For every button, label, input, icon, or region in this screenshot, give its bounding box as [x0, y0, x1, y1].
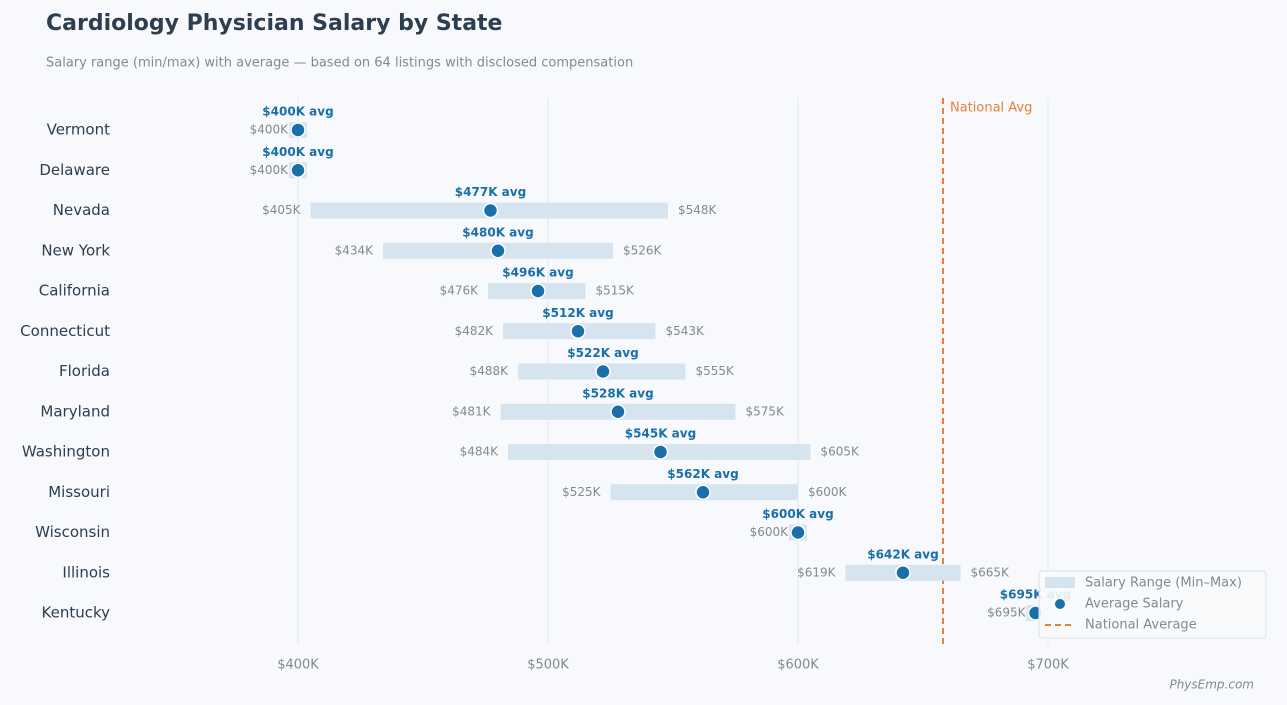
max-label: $555K — [696, 364, 736, 378]
source: PhysEmp.com — [1169, 678, 1254, 692]
x-tick-label: $500K — [527, 658, 569, 673]
y-tick-label: California — [39, 282, 110, 300]
min-label: $482K — [455, 324, 495, 338]
y-tick-label: Washington — [22, 443, 110, 461]
average-dot — [290, 122, 306, 138]
legend-box — [1038, 570, 1267, 639]
y-tick-label: Nevada — [53, 201, 110, 219]
legend-label: Average Salary — [1085, 597, 1184, 612]
max-label: $548K — [678, 203, 718, 217]
average-label: $600K avg — [762, 507, 833, 521]
min-label: $488K — [470, 364, 510, 378]
max-label: $575K — [746, 404, 786, 418]
min-label: $481K — [452, 404, 492, 418]
min-label: $434K — [335, 243, 375, 257]
min-label: $600K — [750, 525, 790, 539]
average-dot — [490, 243, 506, 259]
average-dot — [482, 202, 499, 219]
max-label: $600K — [808, 485, 848, 499]
x-tick-label: $400K — [277, 658, 319, 673]
max-label: $515K — [596, 284, 636, 298]
chart-title: Cardiology Physician Salary by State — [46, 11, 502, 36]
y-tick-label: Delaware — [39, 161, 110, 179]
y-tick-label: Kentucky — [42, 604, 111, 622]
average-label: $400K avg — [262, 145, 333, 159]
min-label: $400K — [250, 123, 290, 137]
average-dot — [290, 162, 306, 178]
average-dot — [595, 363, 611, 380]
min-label: $476K — [440, 284, 480, 298]
average-label: $477K avg — [455, 185, 526, 199]
min-label: $484K — [460, 445, 500, 459]
x-tick-label: $700K — [1027, 658, 1069, 673]
reference-label: National Avg — [950, 101, 1032, 116]
average-label: $545K avg — [625, 427, 696, 441]
min-label: $400K — [250, 163, 290, 177]
min-label: $619K — [797, 565, 837, 579]
y-tick-label: Vermont — [47, 121, 111, 139]
average-dot — [652, 444, 669, 460]
average-label: $496K avg — [502, 266, 573, 280]
max-label: $526K — [623, 243, 663, 257]
average-label: $642K avg — [867, 547, 938, 561]
legend-swatch — [1045, 577, 1075, 588]
min-label: $405K — [262, 203, 302, 217]
min-label: $695K — [987, 606, 1027, 620]
legend-label: Salary Range (Min–Max) — [1085, 576, 1242, 591]
average-label: $528K avg — [582, 386, 653, 400]
average-dot — [695, 484, 711, 500]
y-tick-label: Illinois — [62, 563, 110, 581]
average-label: $562K avg — [667, 467, 738, 481]
chart-subtitle: Salary range (min/max) with average — ba… — [46, 56, 633, 71]
y-tick-label: Maryland — [40, 402, 110, 420]
legend-label: National Average — [1085, 618, 1197, 633]
y-tick-label: Florida — [59, 362, 110, 380]
max-label: $665K — [971, 565, 1011, 579]
x-tick-label: $600K — [777, 658, 819, 673]
average-label: $480K avg — [462, 225, 533, 239]
y-tick-label: Missouri — [48, 483, 110, 501]
average-dot — [570, 323, 586, 339]
average-label: $400K avg — [262, 105, 333, 119]
average-label: $522K avg — [567, 346, 638, 360]
average-label: $512K avg — [542, 306, 613, 320]
y-tick-label: Connecticut — [20, 322, 110, 340]
average-dot — [610, 404, 626, 420]
min-label: $525K — [562, 485, 602, 499]
average-dot — [895, 565, 911, 581]
average-dot — [530, 283, 546, 299]
max-label: $605K — [821, 445, 861, 459]
y-tick-label: New York — [41, 241, 110, 259]
average-dot — [790, 524, 806, 541]
y-tick-label: Wisconsin — [35, 523, 110, 541]
legend-swatch — [1055, 599, 1065, 609]
max-label: $543K — [666, 324, 706, 338]
